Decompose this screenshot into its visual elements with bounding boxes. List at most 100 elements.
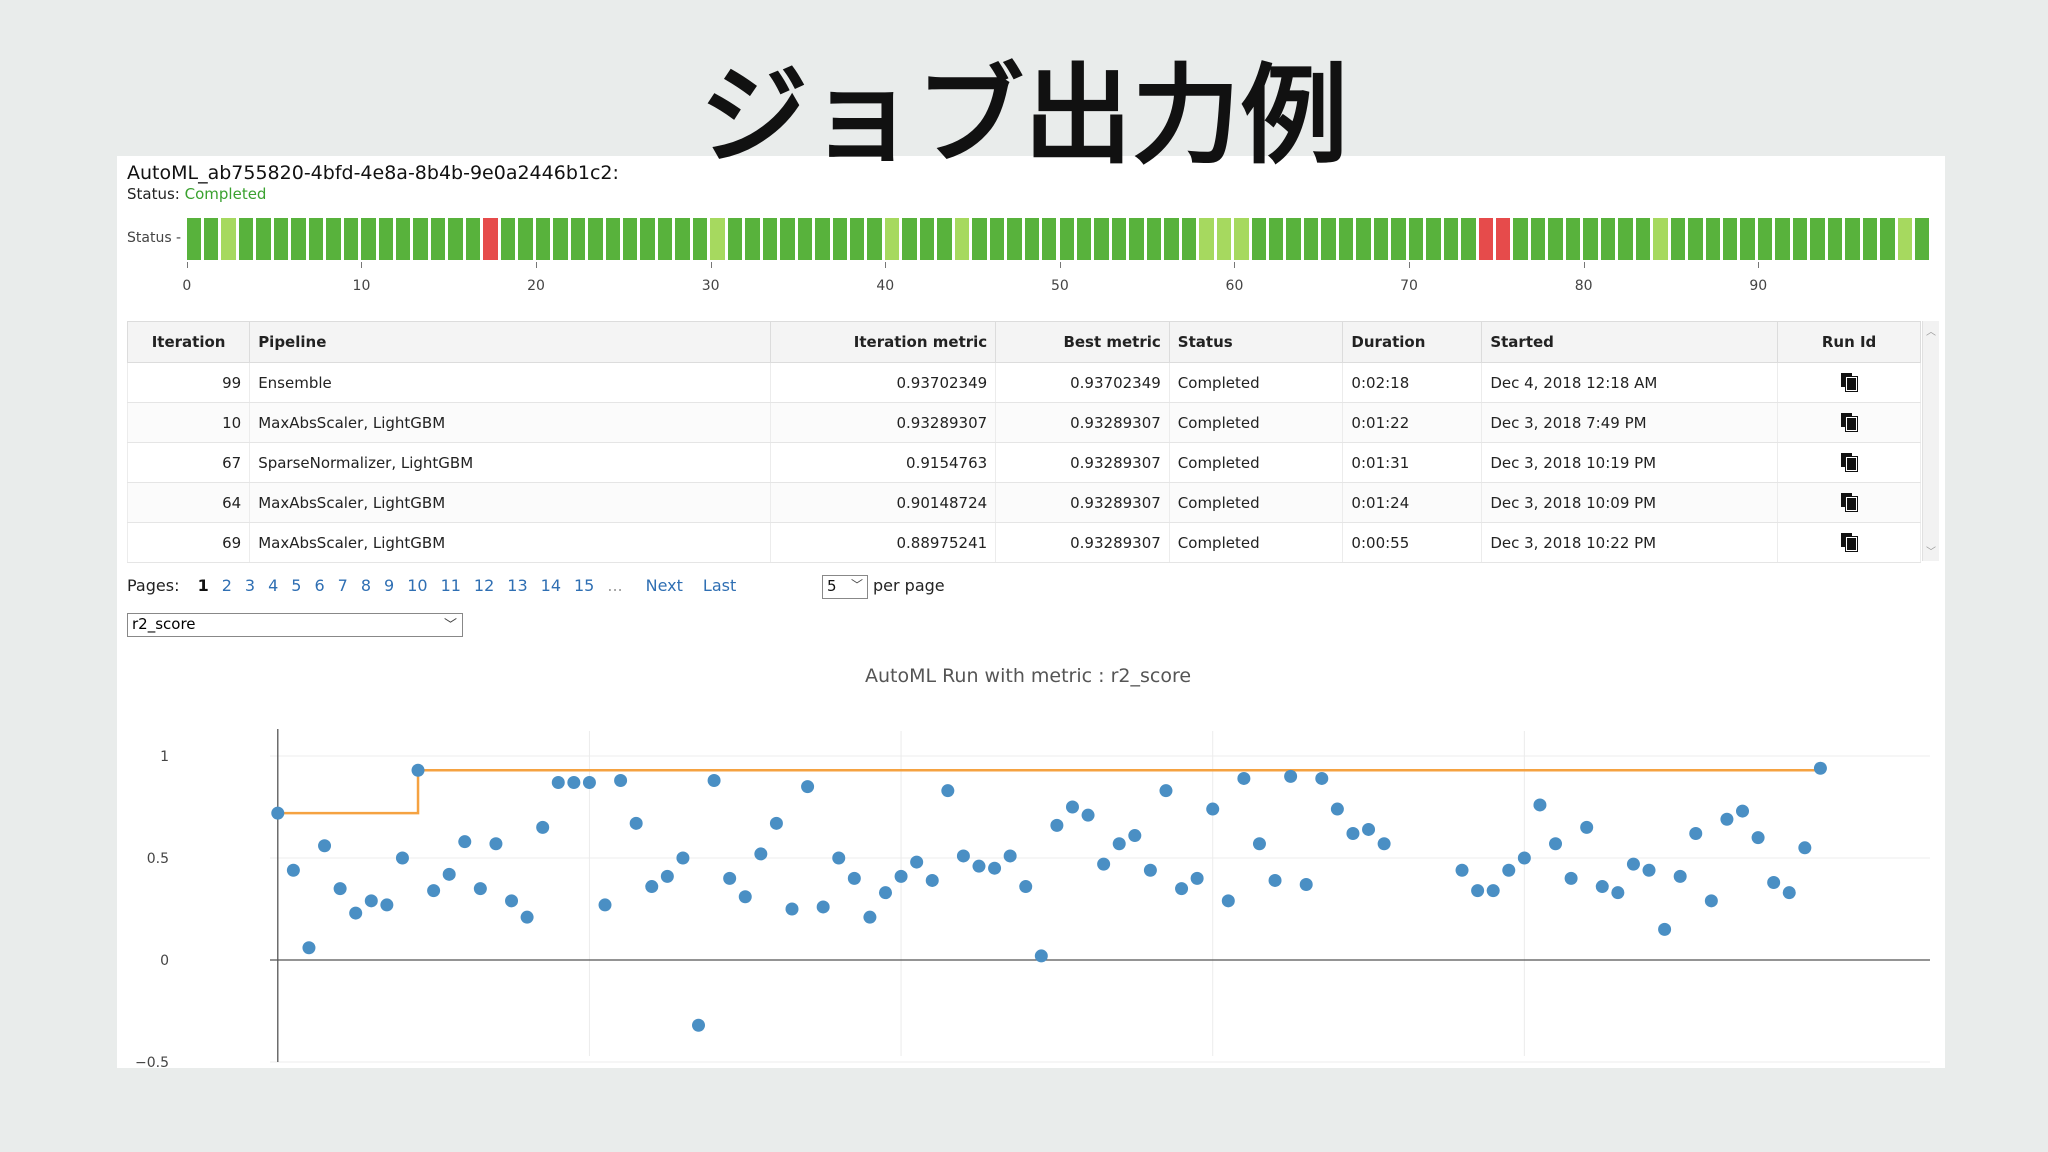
page-link-9[interactable]: 9	[384, 576, 395, 595]
status-cell[interactable]	[1583, 218, 1598, 260]
status-cell[interactable]	[832, 218, 847, 260]
table-row[interactable]: 99 Ensemble 0.93702349 0.93702349 Comple…	[126, 362, 1921, 403]
status-cell[interactable]	[1373, 218, 1389, 260]
status-cell[interactable]	[221, 218, 236, 260]
status-cell[interactable]	[902, 218, 917, 260]
status-cell[interactable]	[1024, 218, 1040, 260]
status-cell[interactable]	[378, 218, 393, 260]
status-cell[interactable]	[1635, 218, 1651, 260]
metric-select[interactable]: r2_score ﹀	[127, 613, 463, 637]
status-cell[interactable]	[570, 218, 586, 260]
status-cell[interactable]	[1356, 218, 1371, 260]
status-cell[interactable]	[1199, 218, 1214, 260]
status-cell[interactable]	[326, 218, 341, 260]
status-cell[interactable]	[1321, 218, 1336, 260]
status-cell[interactable]	[1548, 218, 1563, 260]
status-cell[interactable]	[1513, 218, 1528, 260]
page-link-13[interactable]: 13	[507, 576, 528, 595]
status-cell[interactable]	[1810, 218, 1825, 260]
table-row[interactable]: 67 SparseNormalizer, LightGBM 0.9154763 …	[126, 442, 1921, 483]
col-header-duration[interactable]: Duration	[1342, 321, 1483, 363]
cell-pipeline-link[interactable]: SparseNormalizer, LightGBM	[249, 442, 772, 483]
status-cell[interactable]	[1094, 218, 1109, 260]
status-cell[interactable]	[605, 218, 620, 260]
copy-run-id-icon[interactable]	[1841, 452, 1858, 471]
status-cell[interactable]	[238, 218, 254, 260]
status-cell[interactable]	[1653, 218, 1668, 260]
status-cell[interactable]	[1129, 218, 1144, 260]
status-cell[interactable]	[1146, 218, 1162, 260]
status-cell[interactable]	[1007, 218, 1022, 260]
status-cell[interactable]	[1216, 218, 1232, 260]
col-header-status[interactable]: Status	[1168, 321, 1344, 363]
status-cell[interactable]	[1181, 218, 1197, 260]
status-cell[interactable]	[273, 218, 289, 260]
status-cell[interactable]	[396, 218, 411, 260]
table-scrollbar[interactable]: ︿ ﹀	[1922, 321, 1939, 561]
status-cell[interactable]	[535, 218, 551, 260]
status-cell[interactable]	[1775, 218, 1790, 260]
page-link-6[interactable]: 6	[314, 576, 325, 595]
status-cell[interactable]	[1880, 218, 1895, 260]
status-cell[interactable]	[448, 218, 463, 260]
table-row[interactable]: 69 MaxAbsScaler, LightGBM 0.88975241 0.9…	[126, 522, 1921, 563]
status-cell[interactable]	[727, 218, 743, 260]
status-cell[interactable]	[972, 218, 987, 260]
page-link-15[interactable]: 15	[574, 576, 595, 595]
status-cell[interactable]	[1496, 218, 1511, 260]
status-cell[interactable]	[657, 218, 673, 260]
status-cell[interactable]	[430, 218, 446, 260]
status-cell[interactable]	[203, 218, 219, 260]
status-cell[interactable]	[1251, 218, 1266, 260]
status-cell[interactable]	[413, 218, 428, 260]
pager-last[interactable]: Last	[702, 576, 737, 595]
status-cell[interactable]	[1897, 218, 1913, 260]
col-header-best-metric[interactable]: Best metric	[995, 321, 1170, 363]
status-cell[interactable]	[256, 218, 271, 260]
status-cell[interactable]	[815, 218, 830, 260]
col-header-iteration[interactable]: Iteration	[126, 321, 251, 363]
status-cell[interactable]	[1443, 218, 1459, 260]
pager-next[interactable]: Next	[645, 576, 683, 595]
status-cell[interactable]	[692, 218, 708, 260]
status-cell[interactable]	[518, 218, 533, 260]
copy-run-id-icon[interactable]	[1841, 532, 1858, 551]
status-cell[interactable]	[762, 218, 778, 260]
status-cell[interactable]	[1338, 218, 1354, 260]
status-cell[interactable]	[186, 218, 201, 260]
col-header-run-id[interactable]: Run Id	[1777, 321, 1921, 363]
status-cell[interactable]	[1618, 218, 1633, 260]
status-cell[interactable]	[1845, 218, 1860, 260]
page-link-11[interactable]: 11	[440, 576, 461, 595]
status-cell[interactable]	[1059, 218, 1074, 260]
table-row[interactable]: 64 MaxAbsScaler, LightGBM 0.90148724 0.9…	[126, 482, 1921, 523]
status-cell[interactable]	[1164, 218, 1179, 260]
copy-run-id-icon[interactable]	[1841, 372, 1858, 391]
status-cell[interactable]	[308, 218, 324, 260]
table-row[interactable]: 10 MaxAbsScaler, LightGBM 0.93289307 0.9…	[126, 402, 1921, 443]
copy-run-id-icon[interactable]	[1841, 412, 1858, 431]
status-cell[interactable]	[640, 218, 655, 260]
col-header-started[interactable]: Started	[1481, 321, 1779, 363]
page-link-12[interactable]: 12	[473, 576, 495, 595]
status-cell[interactable]	[1461, 218, 1476, 260]
status-cell[interactable]	[919, 218, 935, 260]
status-cell[interactable]	[1530, 218, 1546, 260]
status-cell[interactable]	[884, 218, 900, 260]
status-cell[interactable]	[710, 218, 725, 260]
status-cell[interactable]	[361, 218, 376, 260]
page-link-14[interactable]: 14	[540, 576, 561, 595]
status-cell[interactable]	[1792, 218, 1808, 260]
page-link-10[interactable]: 10	[407, 576, 428, 595]
status-cell[interactable]	[623, 218, 638, 260]
cell-pipeline-link[interactable]: MaxAbsScaler, LightGBM	[249, 402, 772, 443]
status-cell[interactable]	[797, 218, 813, 260]
status-cell[interactable]	[1269, 218, 1284, 260]
status-cell[interactable]	[1391, 218, 1406, 260]
status-cell[interactable]	[553, 218, 568, 260]
status-cell[interactable]	[1827, 218, 1843, 260]
page-link-7[interactable]: 7	[337, 576, 348, 595]
col-header-pipeline[interactable]: Pipeline	[249, 321, 772, 363]
cell-pipeline-link[interactable]: Ensemble	[249, 362, 772, 403]
status-cell[interactable]	[1042, 218, 1057, 260]
